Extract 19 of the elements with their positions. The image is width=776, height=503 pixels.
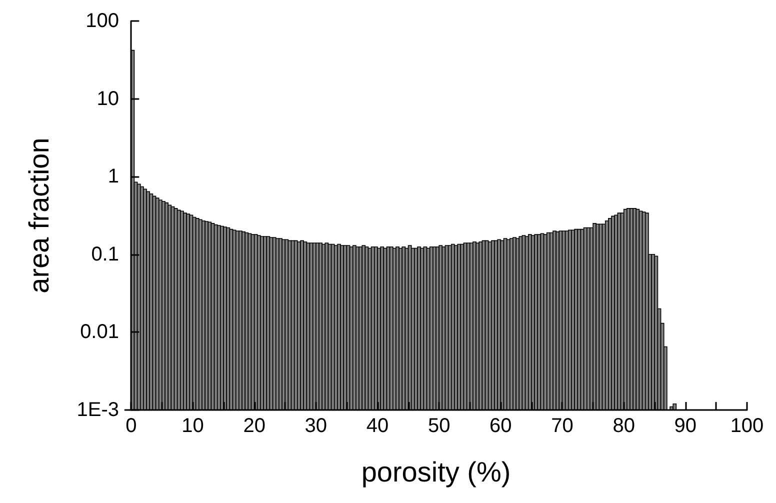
x-axis-title: porosity (%) — [361, 456, 511, 488]
x-tick-label: 30 — [304, 415, 328, 437]
x-tick-label: 20 — [243, 415, 266, 437]
x-tick-label: 60 — [490, 415, 512, 437]
y-axis-title: area fraction — [24, 138, 54, 294]
x-tick-label: 50 — [428, 415, 450, 437]
y-tick-label: 10 — [96, 88, 119, 110]
y-tick-label: 0.1 — [91, 243, 119, 266]
x-tick-label: 100 — [730, 415, 764, 437]
x-tick-label: 10 — [182, 415, 204, 437]
x-tick-label: 80 — [612, 415, 635, 437]
y-tick-label: 0.01 — [80, 321, 119, 344]
x-tick-label: 70 — [551, 415, 574, 437]
y-tick-label: 1 — [108, 166, 119, 188]
x-tick-label: 90 — [674, 415, 697, 437]
y-tick-label: 1E-3 — [76, 399, 119, 421]
x-tick-label: 40 — [366, 415, 389, 437]
y-tick-label: 100 — [86, 10, 119, 32]
x-tick-label: 0 — [126, 415, 137, 437]
